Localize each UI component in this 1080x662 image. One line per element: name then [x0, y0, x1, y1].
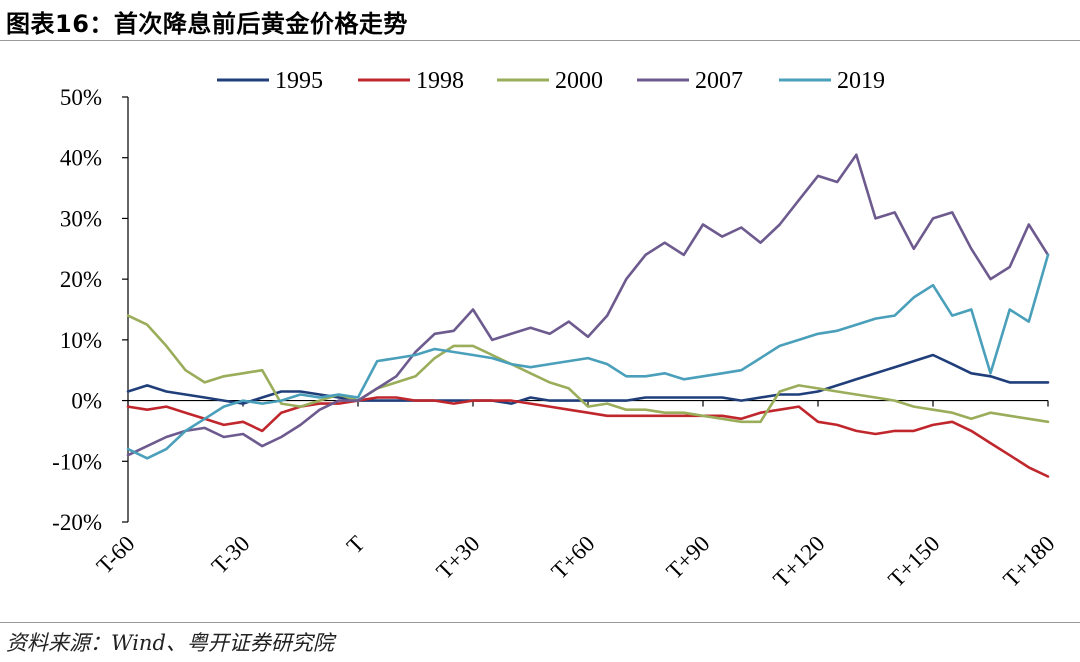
- x-tick-label: T-60: [92, 531, 140, 579]
- series-line-2000: [126, 314, 1050, 424]
- y-tick-label: 50%: [60, 85, 102, 110]
- source-note: 资料来源：Wind、粤开证券研究院: [6, 631, 334, 655]
- title-divider: [0, 40, 1080, 41]
- y-tick-label: -20%: [52, 510, 102, 535]
- x-tick-label: T+60: [546, 531, 599, 584]
- legend-label-2007: 2007: [695, 68, 743, 94]
- source-divider: [0, 622, 1080, 623]
- x-tick-label: T+90: [661, 531, 714, 584]
- y-tick-label: 30%: [60, 206, 102, 231]
- y-tick-label: 20%: [60, 267, 102, 292]
- y-tick-label: 0%: [71, 389, 102, 414]
- chart-axes: -20% -10% 0% 10% 20% 30% 40% 50% T-60 T-30 T T+30 T+…: [52, 85, 1059, 592]
- x-tick-label: T-30: [207, 531, 255, 579]
- chart-series: [126, 153, 1050, 478]
- legend-label-1995: 1995: [275, 68, 323, 94]
- y-tick-label: 10%: [60, 328, 102, 353]
- legend-label-1998: 1998: [416, 68, 464, 94]
- y-tick-label: -10%: [52, 449, 102, 474]
- x-tick-label: T+150: [883, 531, 944, 592]
- x-tick-label: T: [342, 531, 370, 559]
- series-line-1995: [126, 353, 1050, 405]
- series-line-1998: [126, 396, 1050, 478]
- chart-legend: 1995 1998 2000 2007 2019: [217, 68, 885, 94]
- y-tick-label: 40%: [60, 146, 102, 171]
- series-line-2007: [126, 153, 1050, 457]
- legend-label-2019: 2019: [837, 68, 885, 94]
- chart-title: 图表16：首次降息前后黄金价格走势: [6, 10, 408, 38]
- legend-label-2000: 2000: [555, 68, 603, 94]
- x-tick-label: T+180: [998, 531, 1059, 592]
- x-tick-label: T+30: [431, 531, 484, 584]
- series-line-2019: [126, 253, 1050, 460]
- x-tick-label: T+120: [768, 531, 829, 592]
